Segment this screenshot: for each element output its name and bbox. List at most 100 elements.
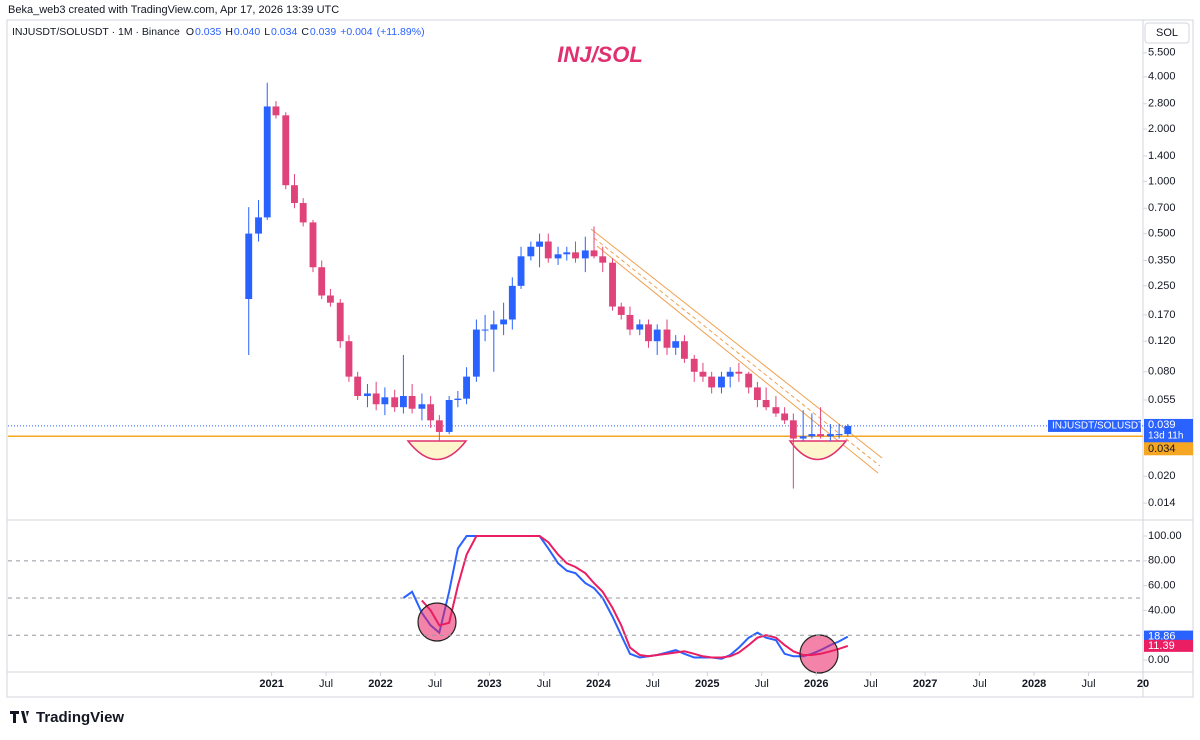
candle-body — [762, 400, 770, 408]
bottom-arc — [788, 440, 848, 461]
y-tick-label: 1.400 — [1148, 150, 1176, 162]
symbol-box — [1048, 419, 1141, 432]
candle-body — [772, 407, 780, 414]
candle-body — [418, 404, 426, 409]
candle-body — [354, 376, 362, 397]
y-tick-label: 0.500 — [1148, 228, 1176, 240]
candle-body — [789, 420, 797, 439]
y-tick-label: 0.120 — [1148, 335, 1176, 347]
value-box — [1144, 639, 1193, 652]
y-tick-label: 40.00 — [1148, 604, 1176, 616]
trend-line — [590, 228, 883, 459]
candle-body — [299, 203, 307, 223]
candle-body — [653, 329, 661, 342]
candle-body — [636, 324, 644, 330]
legend-text: INJUSDT/SOLUSDT · 1M · Binance — [12, 26, 180, 38]
candle-body — [291, 185, 298, 204]
candle-body — [427, 404, 435, 421]
candle-body — [572, 252, 579, 259]
candle-body — [817, 434, 825, 437]
value-label: 18.86 — [1148, 631, 1176, 643]
candle-body — [500, 319, 508, 325]
currency-box — [1144, 22, 1190, 44]
candle-body — [408, 396, 416, 409]
y-tick-label: 0.020 — [1148, 470, 1176, 482]
candle-body — [699, 371, 707, 377]
candle-body — [781, 413, 789, 421]
candle-body — [463, 376, 471, 399]
candle-body — [626, 314, 634, 330]
x-tick-label: Jul — [537, 678, 551, 690]
candle-body — [826, 434, 834, 437]
candle-body — [309, 222, 317, 268]
level-box — [1144, 442, 1193, 456]
x-tick-label: Jul — [646, 678, 660, 690]
candle-body — [508, 285, 516, 320]
candle-body — [272, 106, 280, 116]
candle-body — [517, 256, 525, 286]
highlight-circle — [799, 634, 839, 674]
candle-body — [690, 358, 698, 372]
x-tick-label: 2027 — [913, 678, 937, 690]
legend-text: 0.034 — [271, 26, 297, 38]
candle-body — [599, 256, 607, 263]
y-tick-label: 0.170 — [1148, 309, 1176, 321]
currency: SOL — [1156, 27, 1178, 39]
x-tick-label: 2025 — [695, 678, 719, 690]
chart-title: INJ/SOL — [557, 42, 643, 67]
marks — [8, 82, 1143, 660]
candle-body — [454, 398, 462, 401]
candle-body — [708, 376, 716, 388]
candle-body — [609, 262, 616, 307]
legend-key: O — [186, 26, 194, 38]
x-tick-label: Jul — [1082, 678, 1096, 690]
candle-body — [590, 250, 598, 257]
legend-text: 0.035 — [195, 26, 221, 38]
y-tick-label: 2.800 — [1148, 98, 1176, 110]
y-tick-label: 80.00 — [1148, 555, 1176, 567]
candle-body — [536, 241, 543, 247]
candle-body — [372, 393, 380, 405]
highlight-circle — [417, 602, 457, 642]
y-tick-label: 5.500 — [1148, 47, 1176, 59]
y-tick-label: 0.014 — [1148, 497, 1176, 509]
candle-body — [844, 425, 852, 435]
candle-body — [481, 329, 489, 331]
candle-body — [336, 302, 344, 342]
x-tick-label: 2028 — [1022, 678, 1046, 690]
y-tick-label: 100.00 — [1148, 530, 1182, 542]
candle-body — [808, 434, 816, 437]
candle-body — [391, 397, 399, 408]
x-tick-label: Jul — [428, 678, 442, 690]
candle-body — [245, 233, 253, 300]
legend-text: 0.040 — [234, 26, 260, 38]
legend-text: 0.039 — [310, 26, 336, 38]
bottom-arc — [406, 440, 468, 461]
legend-text: +0.004 — [340, 26, 373, 38]
legend-key: L — [264, 26, 270, 38]
candle-body — [318, 267, 326, 296]
value-label: 11.39 — [1148, 640, 1175, 652]
candle-body — [435, 420, 443, 432]
y-tick-label: 2.000 — [1148, 123, 1176, 135]
y-tick-label: 0.700 — [1148, 202, 1176, 214]
candle-body — [563, 252, 571, 255]
candle-body — [835, 434, 843, 436]
y-tick-label: 0.250 — [1148, 280, 1176, 292]
candle-body — [490, 324, 498, 330]
candle-body — [663, 329, 671, 348]
legend-key: C — [301, 26, 309, 38]
x-tick-label: Jul — [864, 678, 878, 690]
header: Beka_web3 created with TradingView.com, … — [8, 4, 339, 16]
trend-line-mid — [593, 237, 881, 467]
candle-body — [735, 371, 743, 374]
last-price: 0.039 — [1148, 419, 1176, 431]
candle-body — [282, 115, 290, 186]
y-tick-label: 0.00 — [1148, 654, 1169, 666]
symbol-label: INJUSDT/SOLUSDT — [1052, 421, 1144, 432]
candle-body — [554, 254, 562, 259]
x-tick-label: Jul — [755, 678, 769, 690]
logo-mark — [10, 711, 29, 723]
candle-body — [680, 341, 688, 359]
